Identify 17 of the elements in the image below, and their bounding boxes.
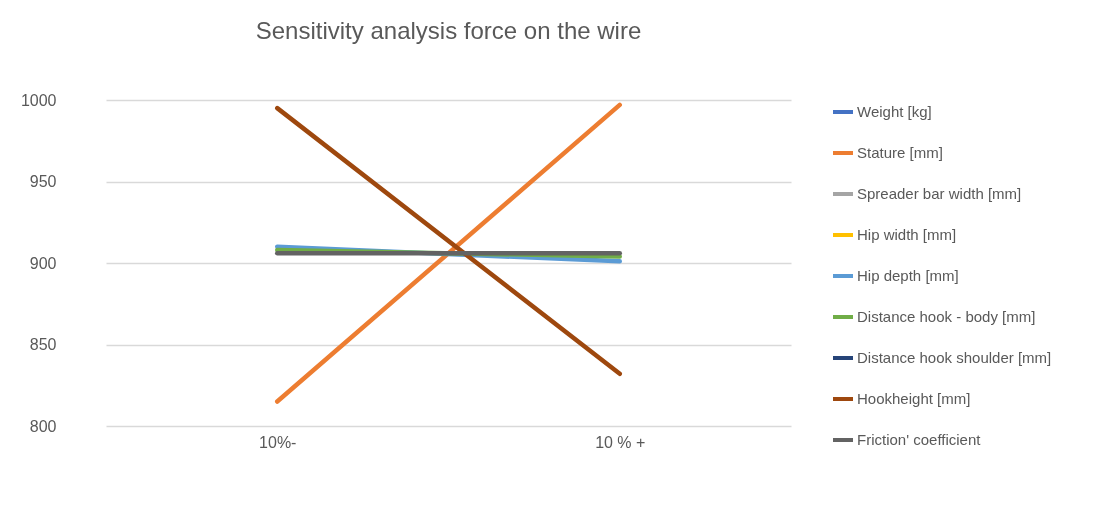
y-tick-label: 800 — [29, 417, 57, 435]
legend-label: Hookheight [mm] — [857, 390, 971, 407]
legend-label: Stature [mm] — [857, 144, 943, 161]
x-tick-label: 10 % + — [595, 433, 646, 451]
legend-label: Friction' coefficient — [857, 431, 982, 448]
x-tick-label: 10%- — [259, 433, 297, 451]
chart-title: Sensitivity analysis force on the wire — [255, 17, 642, 44]
legend-label: Weight [kg] — [857, 103, 932, 120]
y-tick-label: 950 — [29, 173, 57, 190]
y-tick-label: 850 — [29, 336, 57, 353]
legend-label: Hip width [mm] — [857, 226, 957, 243]
legend-label: Distance hook - body [mm] — [857, 308, 1036, 325]
legend-label: Spreader bar width [mm] — [857, 185, 1022, 202]
legend-label: Distance hook shoulder [mm] — [857, 349, 1052, 366]
y-tick-label: 900 — [29, 254, 57, 272]
legend-label: Hip depth [mm] — [857, 267, 959, 284]
y-tick-label: 1000 — [20, 91, 57, 109]
